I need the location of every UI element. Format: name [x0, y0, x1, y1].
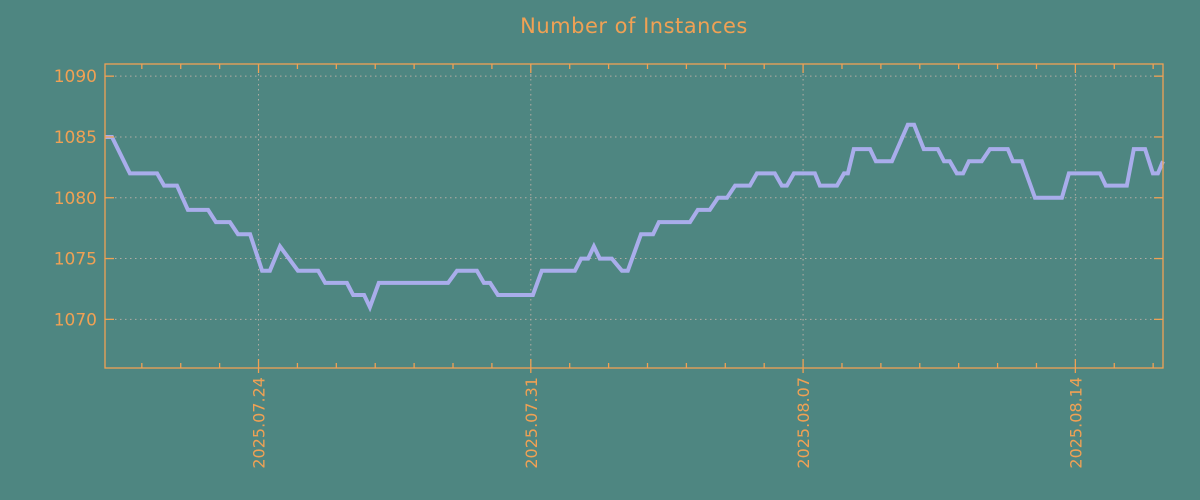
series-line-instances [105, 122, 1165, 313]
x-tick-label: 2025.08.07 [794, 377, 813, 469]
x-tick-label: 2025.08.14 [1066, 377, 1085, 469]
chart-title: Number of Instances [520, 14, 748, 38]
y-tick-label: 1090 [54, 67, 97, 87]
x-tick-label: 2025.07.24 [250, 377, 269, 469]
x-tick-label: 2025.07.31 [522, 377, 541, 469]
y-tick-label: 1070 [54, 310, 97, 330]
y-tick-label: 1075 [54, 250, 97, 270]
y-tick-label: 1080 [54, 189, 97, 209]
y-tick-label: 1085 [54, 128, 97, 148]
plot-border [104, 63, 1164, 369]
